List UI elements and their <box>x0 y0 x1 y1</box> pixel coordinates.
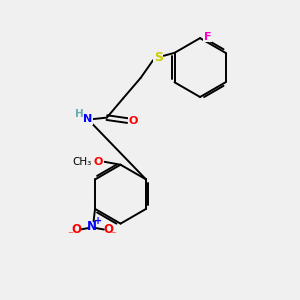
Text: O: O <box>129 116 138 126</box>
Text: O: O <box>103 223 113 236</box>
Text: N: N <box>87 220 97 233</box>
Text: +: + <box>94 216 102 226</box>
Text: ⁻: ⁻ <box>68 230 74 240</box>
Text: H: H <box>75 109 84 119</box>
Text: F: F <box>204 32 211 42</box>
Text: ⁻: ⁻ <box>111 230 116 240</box>
Text: N: N <box>83 114 92 124</box>
Text: S: S <box>154 51 163 64</box>
Text: O: O <box>94 157 103 167</box>
Text: CH₃: CH₃ <box>73 157 92 167</box>
Text: O: O <box>71 223 81 236</box>
